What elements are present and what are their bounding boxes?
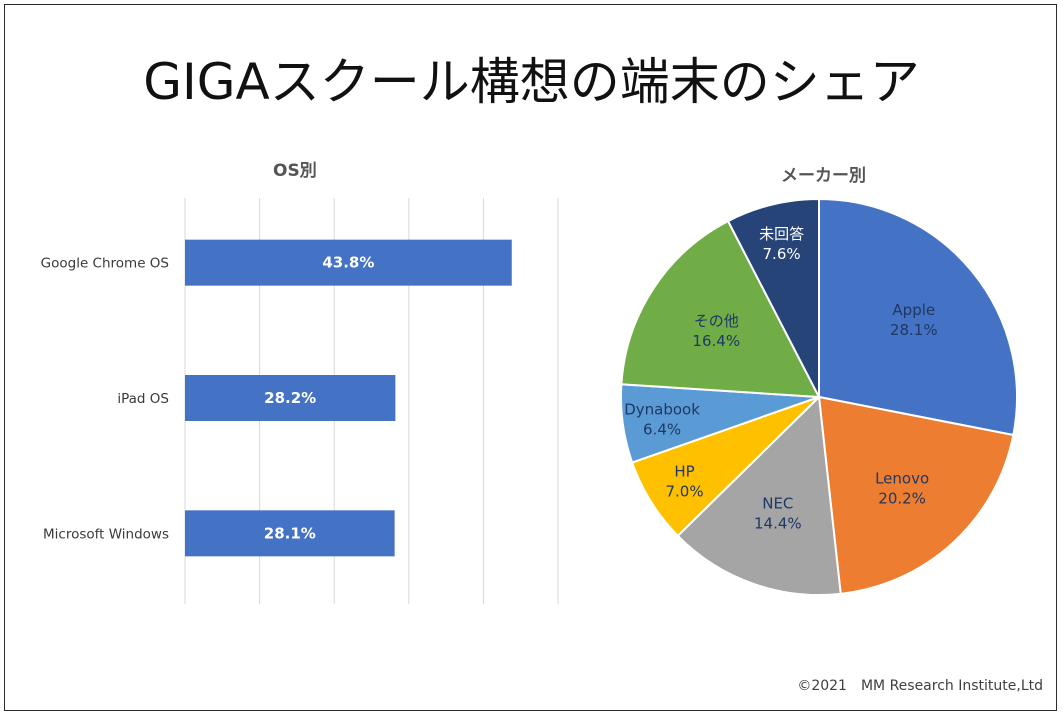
- category-label: Google Chrome OS: [41, 256, 169, 272]
- category-label: iPad OS: [117, 391, 169, 407]
- slice-name-label: その他: [694, 312, 739, 330]
- slice-name-label: NEC: [762, 495, 793, 513]
- bar-google-chrome-os: [185, 239, 512, 286]
- pie-slice-5: [620, 219, 821, 399]
- pie-slice-6: [726, 197, 820, 398]
- slice-value-label: 28.1%: [890, 321, 938, 339]
- slice-value-label: 20.2%: [878, 489, 926, 507]
- bar-value-label: 28.2%: [264, 389, 316, 407]
- bar-ipad-os: [185, 375, 396, 421]
- slice-value-label: 16.4%: [692, 332, 740, 350]
- slice-value-label: 7.0%: [665, 483, 703, 501]
- bar-microsoft-windows: [185, 510, 395, 557]
- slice-name-label: Dynabook: [624, 401, 700, 419]
- bar-value-label: 28.1%: [264, 524, 316, 542]
- category-label: Microsoft Windows: [43, 526, 169, 542]
- pie-slice-1: [817, 395, 1015, 595]
- page-title: GIGAスクール構想の端末のシェア: [143, 53, 920, 111]
- slice-name-label: Lenovo: [875, 469, 929, 487]
- slice-name-label: 未回答: [759, 225, 804, 243]
- copyright-text: ©2021 MM Research Institute,Ltd: [797, 678, 1043, 694]
- slice-name-label: Apple: [892, 301, 935, 319]
- bar-value-label: 43.8%: [322, 254, 374, 272]
- slice-value-label: 14.4%: [754, 515, 802, 533]
- chart-frame: [4, 4, 1057, 711]
- maker-chart-title: メーカー別: [781, 166, 866, 186]
- pie-slice-0: [818, 197, 1018, 437]
- slice-name-label: HP: [674, 463, 694, 481]
- slice-value-label: 6.4%: [643, 421, 681, 439]
- pie-slice-2: [676, 394, 842, 596]
- os-chart-title: OS別: [273, 161, 317, 181]
- slice-value-label: 7.6%: [763, 245, 801, 263]
